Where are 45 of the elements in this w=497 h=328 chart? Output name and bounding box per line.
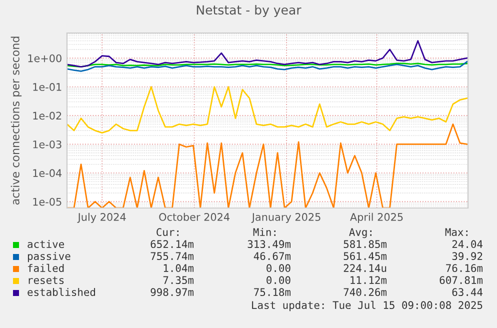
y-tick-label: 1e-05 — [33, 198, 62, 206]
x-tick-label: April 2025 — [350, 212, 403, 223]
text: 224.14u — [344, 264, 386, 272]
x-tick-label: October 2024 — [159, 212, 230, 221]
text: 0.00 — [266, 276, 290, 284]
legend-label: passive — [28, 252, 70, 262]
x-tick-label: July 2024 — [77, 212, 126, 223]
text: Min: — [253, 228, 276, 236]
line-series — [67, 61, 468, 72]
text: 24.04 — [452, 240, 483, 248]
text: 76.16m — [446, 264, 483, 272]
line-series — [67, 86, 468, 134]
text: 63.44 — [452, 288, 483, 296]
text: Avg: — [349, 228, 372, 238]
text: Last update: Tue Jul 15 09:00:08 2025 — [252, 300, 482, 312]
text: 46.67m — [254, 252, 291, 260]
text: 998.97m — [150, 288, 194, 296]
text: 740.26m — [344, 288, 387, 296]
legend-label: resets — [28, 276, 64, 284]
y-tick-label: 1e-04 — [33, 169, 62, 178]
text: 313.49m — [248, 240, 291, 248]
text: 7.35m — [163, 276, 194, 284]
text: 0.00 — [266, 264, 290, 272]
y-tick-label: 1e-03 — [33, 140, 62, 148]
chart-title: Netstat - by year — [196, 4, 302, 18]
text: 607.81m — [440, 276, 483, 284]
text: 581.85m — [344, 240, 387, 248]
legend-label: failed — [28, 264, 64, 272]
y-tick-label: 1e-02 — [33, 112, 62, 120]
text: 652.14m — [150, 240, 194, 248]
text: 75.18m — [254, 288, 291, 296]
legend-label: established — [28, 288, 96, 296]
text: 11.12m — [350, 276, 387, 284]
text: Cur: — [156, 228, 178, 236]
text: 561.45m — [344, 252, 387, 260]
y-axis-title: active connections per second — [10, 36, 22, 205]
x-tick-label: January 2025 — [251, 213, 320, 223]
line-series — [67, 40, 468, 68]
text: Max: — [445, 228, 468, 236]
y-tick-label: 1e+00 — [28, 54, 62, 62]
text: 39.92 — [452, 252, 482, 260]
legend-label: active — [28, 240, 64, 248]
text: 755.74m — [150, 252, 194, 260]
text: 1.04m — [164, 264, 194, 272]
y-tick-label: 1e-01 — [33, 83, 62, 91]
